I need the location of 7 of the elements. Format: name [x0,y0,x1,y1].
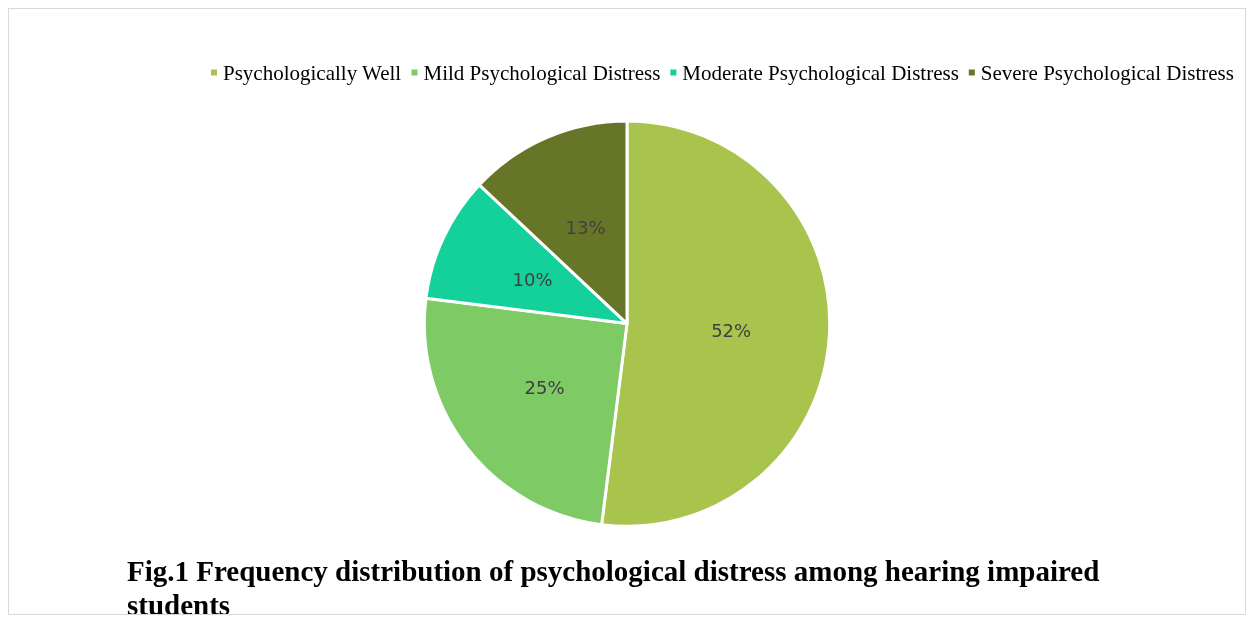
data-label: 52% [711,319,752,341]
data-label: 10% [512,268,553,290]
data-label: 25% [524,377,565,399]
legend-label: Severe Psychological Distress [980,60,1234,85]
legend-label: Mild Psychological Distress [423,60,661,85]
legend-label: Psychologically Well [223,60,402,85]
legend-label: Moderate Psychological Distress [682,60,959,85]
